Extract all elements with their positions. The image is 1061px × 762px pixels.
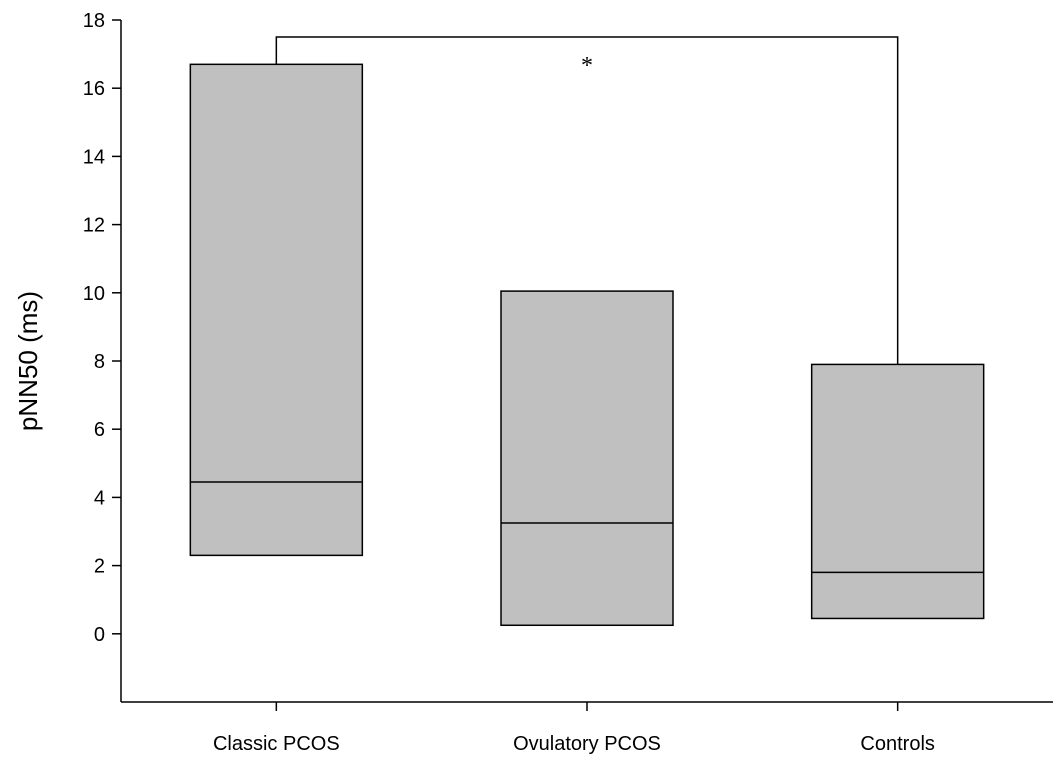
box-3 — [810, 363, 985, 620]
y-tick-label: 18 — [83, 10, 105, 32]
x-tick-label: Controls — [860, 733, 934, 755]
y-tick-label: 0 — [94, 624, 105, 646]
x-tick-label: Ovulatory PCOS — [513, 733, 661, 755]
boxes — [189, 63, 985, 627]
y-tick-label: 8 — [94, 351, 105, 373]
significance-marker: * — [581, 53, 593, 79]
annotations: * — [275, 36, 899, 365]
y-tick-label: 16 — [83, 78, 105, 100]
y-tick-label: 12 — [83, 215, 105, 237]
y-tick-label: 14 — [83, 146, 105, 168]
box-1 — [189, 63, 364, 557]
box-2 — [500, 290, 674, 627]
y-tick-label: 10 — [83, 283, 105, 305]
y-tick-label: 4 — [94, 487, 105, 509]
y-ticks: 0 2 4 6 8 10 12 14 16 18 — [83, 10, 121, 646]
significance-bracket — [275, 36, 899, 365]
x-ticks: Classic PCOS Ovulatory PCOS Controls — [213, 702, 935, 755]
y-tick-label: 6 — [94, 419, 105, 441]
y-axis-label: pNN50 (ms) — [13, 291, 43, 431]
y-tick-label: 2 — [94, 556, 105, 578]
x-tick-label: Classic PCOS — [213, 733, 340, 755]
